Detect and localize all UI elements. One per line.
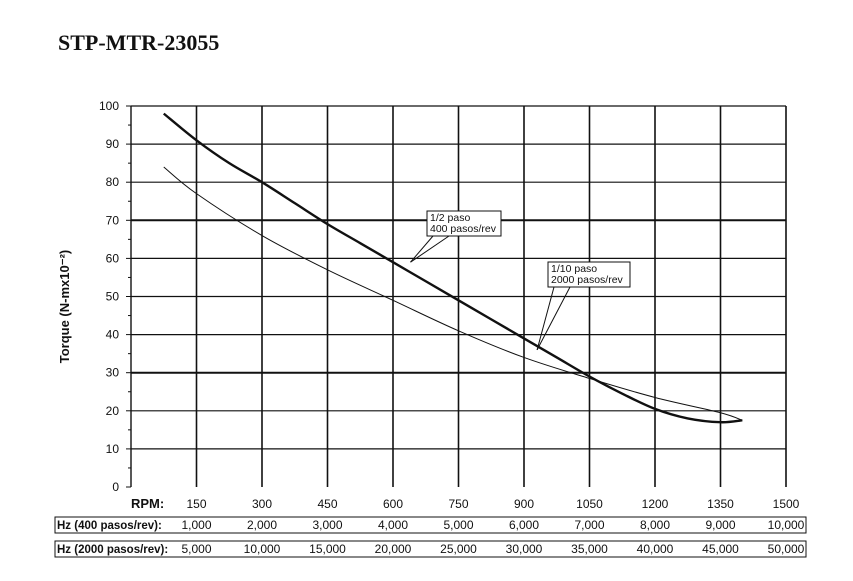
x-tick-label: 1350 xyxy=(707,497,734,511)
freq-value: 20,000 xyxy=(375,542,412,556)
page-title: STP-MTR-23055 xyxy=(58,30,220,55)
freq-value: 3,000 xyxy=(312,518,342,532)
y-tick-label: 60 xyxy=(106,251,120,265)
annotation-box xyxy=(547,261,631,288)
y-tick-label: 70 xyxy=(106,213,120,227)
freq-value: 7,000 xyxy=(574,518,604,532)
y-tick-label: 20 xyxy=(106,404,120,418)
y-tick-label: 100 xyxy=(99,99,119,113)
annotation-leader xyxy=(536,286,571,351)
y-axis: 0 10 20 30 40 50 60 70 80 90 100 Torque (N-mx10⁻²) xyxy=(57,99,131,494)
series-line-2 xyxy=(163,166,743,421)
freq-value: 15,000 xyxy=(309,542,346,556)
freq-value: 1,000 xyxy=(181,518,211,532)
x-tick-label: 300 xyxy=(252,497,272,511)
annotation-leader xyxy=(410,235,450,263)
series-line-1 xyxy=(162,112,743,424)
annotation-label: 400 pasos/rev xyxy=(430,223,497,235)
freq-value: 8,000 xyxy=(640,518,670,532)
freq-value: 30,000 xyxy=(506,542,543,556)
freq-value: 5,000 xyxy=(181,542,211,556)
freq-row-box xyxy=(54,540,807,558)
y-tick-label: 90 xyxy=(106,137,120,151)
freq-value: 45,000 xyxy=(702,542,739,556)
freq-value: 9,000 xyxy=(705,518,735,532)
freq-value: 35,000 xyxy=(571,542,608,556)
y-tick-label: 10 xyxy=(106,442,120,456)
x-tick-label: 150 xyxy=(186,497,206,511)
y-tick-label: 80 xyxy=(106,175,120,189)
freq-value: 50,000 xyxy=(768,542,805,556)
freq-value: 5,000 xyxy=(443,518,473,532)
freq-value: 40,000 xyxy=(637,542,674,556)
annotation-leader xyxy=(410,235,434,263)
x-tick-label: 1050 xyxy=(576,497,603,511)
freq-row-label: Hz (2000 pasos/rev): xyxy=(57,544,168,556)
annotation-label: 2000 pasos/rev xyxy=(551,274,624,286)
freq-value: 10,000 xyxy=(244,542,281,556)
x-tick-label: 600 xyxy=(383,497,403,511)
x-tick-label: 450 xyxy=(317,497,337,511)
annotation-leader xyxy=(536,286,555,350)
x-tick-label: 1200 xyxy=(642,497,669,511)
annotation-label: 1/2 paso xyxy=(430,212,470,224)
y-axis-label: Torque (N-mx10⁻²) xyxy=(57,250,72,364)
freq-value: 25,000 xyxy=(440,542,477,556)
y-tick-label: 0 xyxy=(112,480,119,494)
chart-series xyxy=(162,112,743,424)
x-tick-label: 750 xyxy=(448,497,468,511)
rpm-label: RPM: xyxy=(131,496,164,511)
x-tick-label: 1500 xyxy=(773,497,800,511)
frequency-table: Hz (400 pasos/rev): 1,000 2,000 3,000 4,000 5… xyxy=(54,516,807,558)
annotation-label: 1/10 paso xyxy=(551,263,597,275)
annotation-box xyxy=(426,210,502,237)
x-tick-label: 900 xyxy=(514,497,534,511)
freq-row-box xyxy=(54,516,807,534)
y-tick-label: 50 xyxy=(106,290,120,304)
freq-row-label: Hz (400 pasos/rev): xyxy=(57,520,162,532)
freq-value: 4,000 xyxy=(378,518,408,532)
x-axis: RPM: 150 300 450 600 750 900 1050 1200 1350 1500 xyxy=(131,496,800,511)
y-tick-label: 40 xyxy=(106,328,120,342)
freq-value: 6,000 xyxy=(509,518,539,532)
freq-value: 10,000 xyxy=(768,518,805,532)
chart-grid xyxy=(130,105,787,487)
y-tick-label: 30 xyxy=(106,366,120,380)
freq-value: 2,000 xyxy=(247,518,277,532)
